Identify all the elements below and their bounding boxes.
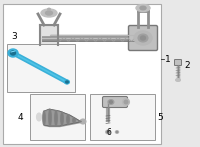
Ellipse shape [124,100,128,104]
Ellipse shape [107,131,109,133]
FancyBboxPatch shape [174,60,182,66]
Text: 2: 2 [184,61,190,70]
FancyBboxPatch shape [128,25,158,51]
Ellipse shape [46,11,53,15]
Ellipse shape [136,5,150,11]
Ellipse shape [134,31,152,45]
Ellipse shape [116,131,118,133]
Ellipse shape [49,109,51,126]
Text: 1: 1 [165,55,171,64]
Ellipse shape [67,114,69,124]
Ellipse shape [115,131,119,133]
Ellipse shape [61,112,63,126]
Bar [7,44,75,92]
Ellipse shape [110,101,113,103]
Ellipse shape [140,6,146,10]
Text: 4: 4 [18,112,24,122]
Ellipse shape [122,98,130,106]
Ellipse shape [73,117,75,123]
Ellipse shape [66,81,68,83]
Ellipse shape [41,9,57,17]
Text: 5: 5 [157,112,163,122]
Ellipse shape [108,100,114,105]
FancyBboxPatch shape [103,96,128,107]
Bar [3,4,161,144]
Bar [90,94,155,140]
Ellipse shape [80,119,86,124]
Bar [30,94,85,140]
Text: 6: 6 [106,128,111,137]
Ellipse shape [43,111,45,125]
Ellipse shape [11,51,16,55]
Ellipse shape [8,49,18,57]
Ellipse shape [48,8,51,10]
Text: 3: 3 [11,32,17,41]
Ellipse shape [176,78,180,81]
Ellipse shape [37,113,42,121]
Ellipse shape [55,110,57,126]
Ellipse shape [138,34,148,42]
Ellipse shape [106,130,111,134]
Ellipse shape [79,121,81,122]
Polygon shape [40,25,58,45]
Ellipse shape [65,80,70,84]
Ellipse shape [140,36,146,40]
